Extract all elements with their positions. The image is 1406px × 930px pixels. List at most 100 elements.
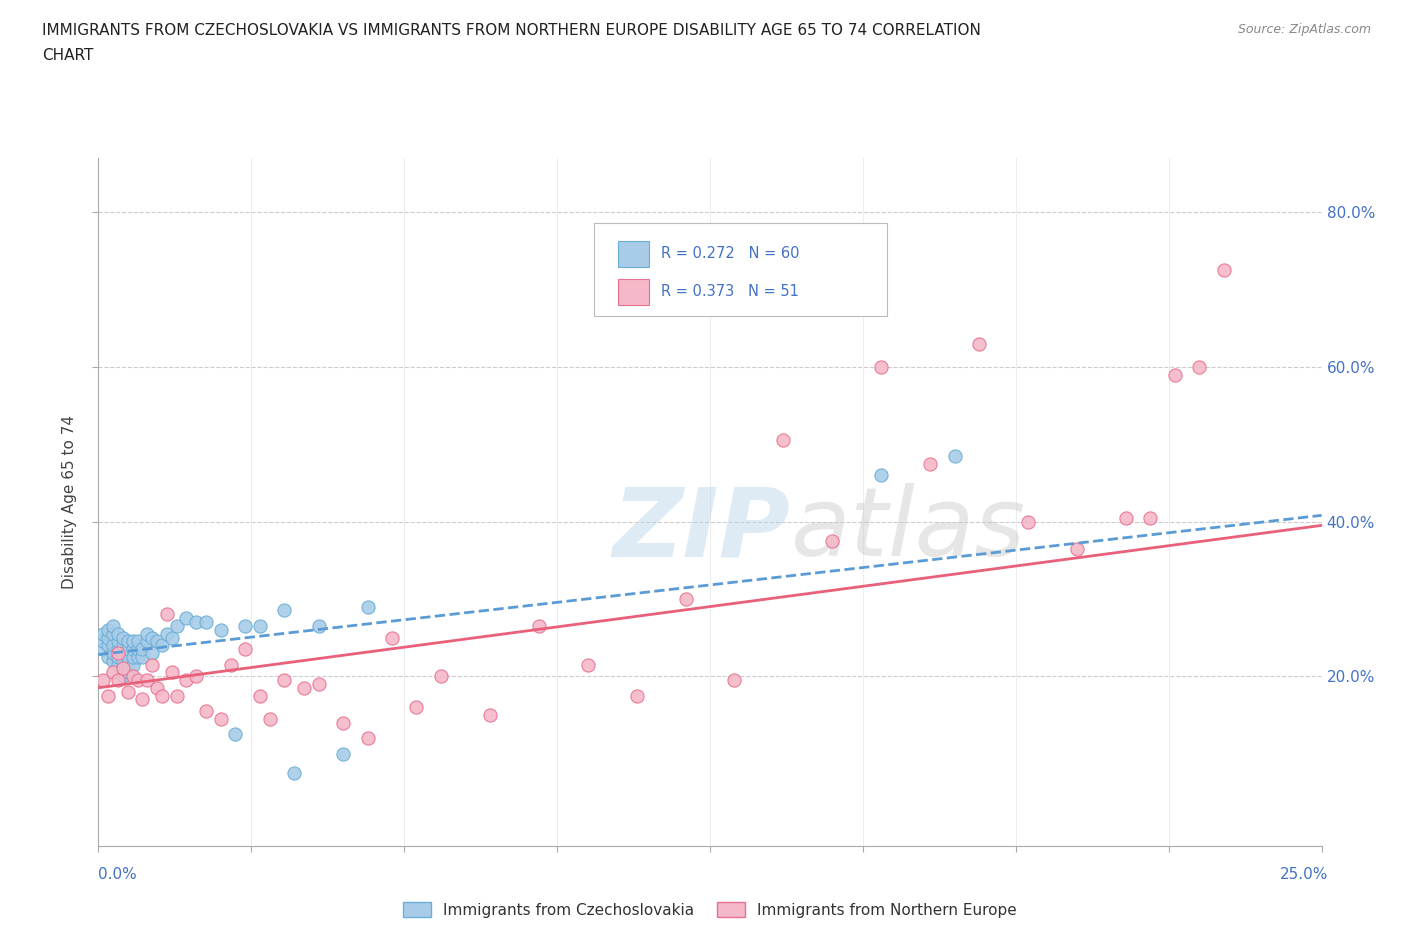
Point [195,615,218,630]
Point [308,618,330,633]
Legend: Immigrants from Czechoslovakia, Immigrants from Northern Europe: Immigrants from Czechoslovakia, Immigran… [404,902,1017,918]
Point [332,715,354,730]
Point [101,626,124,641]
Point [97,649,120,664]
Point [91,634,114,649]
Point [111,653,134,668]
Text: CHART: CHART [42,48,94,63]
Point [117,649,139,664]
Point [967,337,990,352]
Point [111,638,134,653]
Point [527,618,550,633]
Point [121,658,143,672]
FancyBboxPatch shape [593,223,887,316]
Point [150,638,173,653]
Point [160,665,183,680]
Point [166,688,188,703]
Text: IMMIGRANTS FROM CZECHOSLOVAKIA VS IMMIGRANTS FROM NORTHERN EUROPE DISABILITY AGE: IMMIGRANTS FROM CZECHOSLOVAKIA VS IMMIGR… [42,23,981,38]
Point [1066,541,1088,556]
Point [117,684,139,699]
Point [224,726,246,741]
Point [576,658,599,672]
Point [626,688,648,703]
Point [131,692,153,707]
Point [1188,359,1211,374]
Point [101,665,124,680]
Point [1017,514,1039,529]
Point [233,618,256,633]
Point [675,591,697,606]
Point [136,672,159,687]
Point [920,456,942,471]
FancyBboxPatch shape [619,241,650,267]
Point [160,631,183,645]
Point [141,645,163,660]
Point [136,634,159,649]
Text: R = 0.272   N = 60: R = 0.272 N = 60 [661,246,800,261]
Point [273,672,295,687]
Point [111,661,134,676]
Point [156,607,179,622]
Point [283,765,305,780]
Text: 0.0%: 0.0% [98,867,138,882]
Point [127,642,149,657]
Point [131,649,153,664]
Point [121,649,143,664]
Point [97,622,120,637]
Point [111,631,134,645]
Point [249,688,271,703]
Point [127,672,149,687]
Point [1139,511,1161,525]
Point [156,626,179,641]
Point [209,711,232,726]
Point [111,661,134,676]
Point [146,634,169,649]
Point [91,672,114,687]
Point [356,731,378,746]
Point [107,642,129,657]
Point [209,622,232,637]
Text: atlas: atlas [790,484,1025,577]
Point [195,703,218,718]
Point [1164,367,1187,382]
Point [111,669,134,684]
Point [117,658,139,672]
Point [273,603,295,618]
Point [166,618,188,633]
Point [1115,511,1137,525]
Point [121,669,143,684]
Point [723,672,745,687]
Point [101,618,124,633]
Point [772,432,794,447]
Text: Source: ZipAtlas.com: Source: ZipAtlas.com [1237,23,1371,36]
Point [117,634,139,649]
Point [1212,263,1234,278]
Text: ZIP: ZIP [612,484,790,577]
Point [308,676,330,691]
Point [97,688,120,703]
Point [127,634,149,649]
Point [943,448,966,463]
Point [356,599,378,614]
Point [176,611,198,626]
Point [146,681,169,696]
Point [141,658,163,672]
Point [117,642,139,657]
Point [91,642,114,657]
Point [97,638,120,653]
Point [117,665,139,680]
Point [91,626,114,641]
Point [101,653,124,668]
Point [121,642,143,657]
Point [233,642,256,657]
Point [219,658,242,672]
Point [186,669,208,684]
Point [136,626,159,641]
Point [107,658,129,672]
Point [107,634,129,649]
Point [478,708,501,723]
Text: R = 0.373   N = 51: R = 0.373 N = 51 [661,284,799,299]
Point [292,681,315,696]
Point [107,626,129,641]
Point [107,649,129,664]
